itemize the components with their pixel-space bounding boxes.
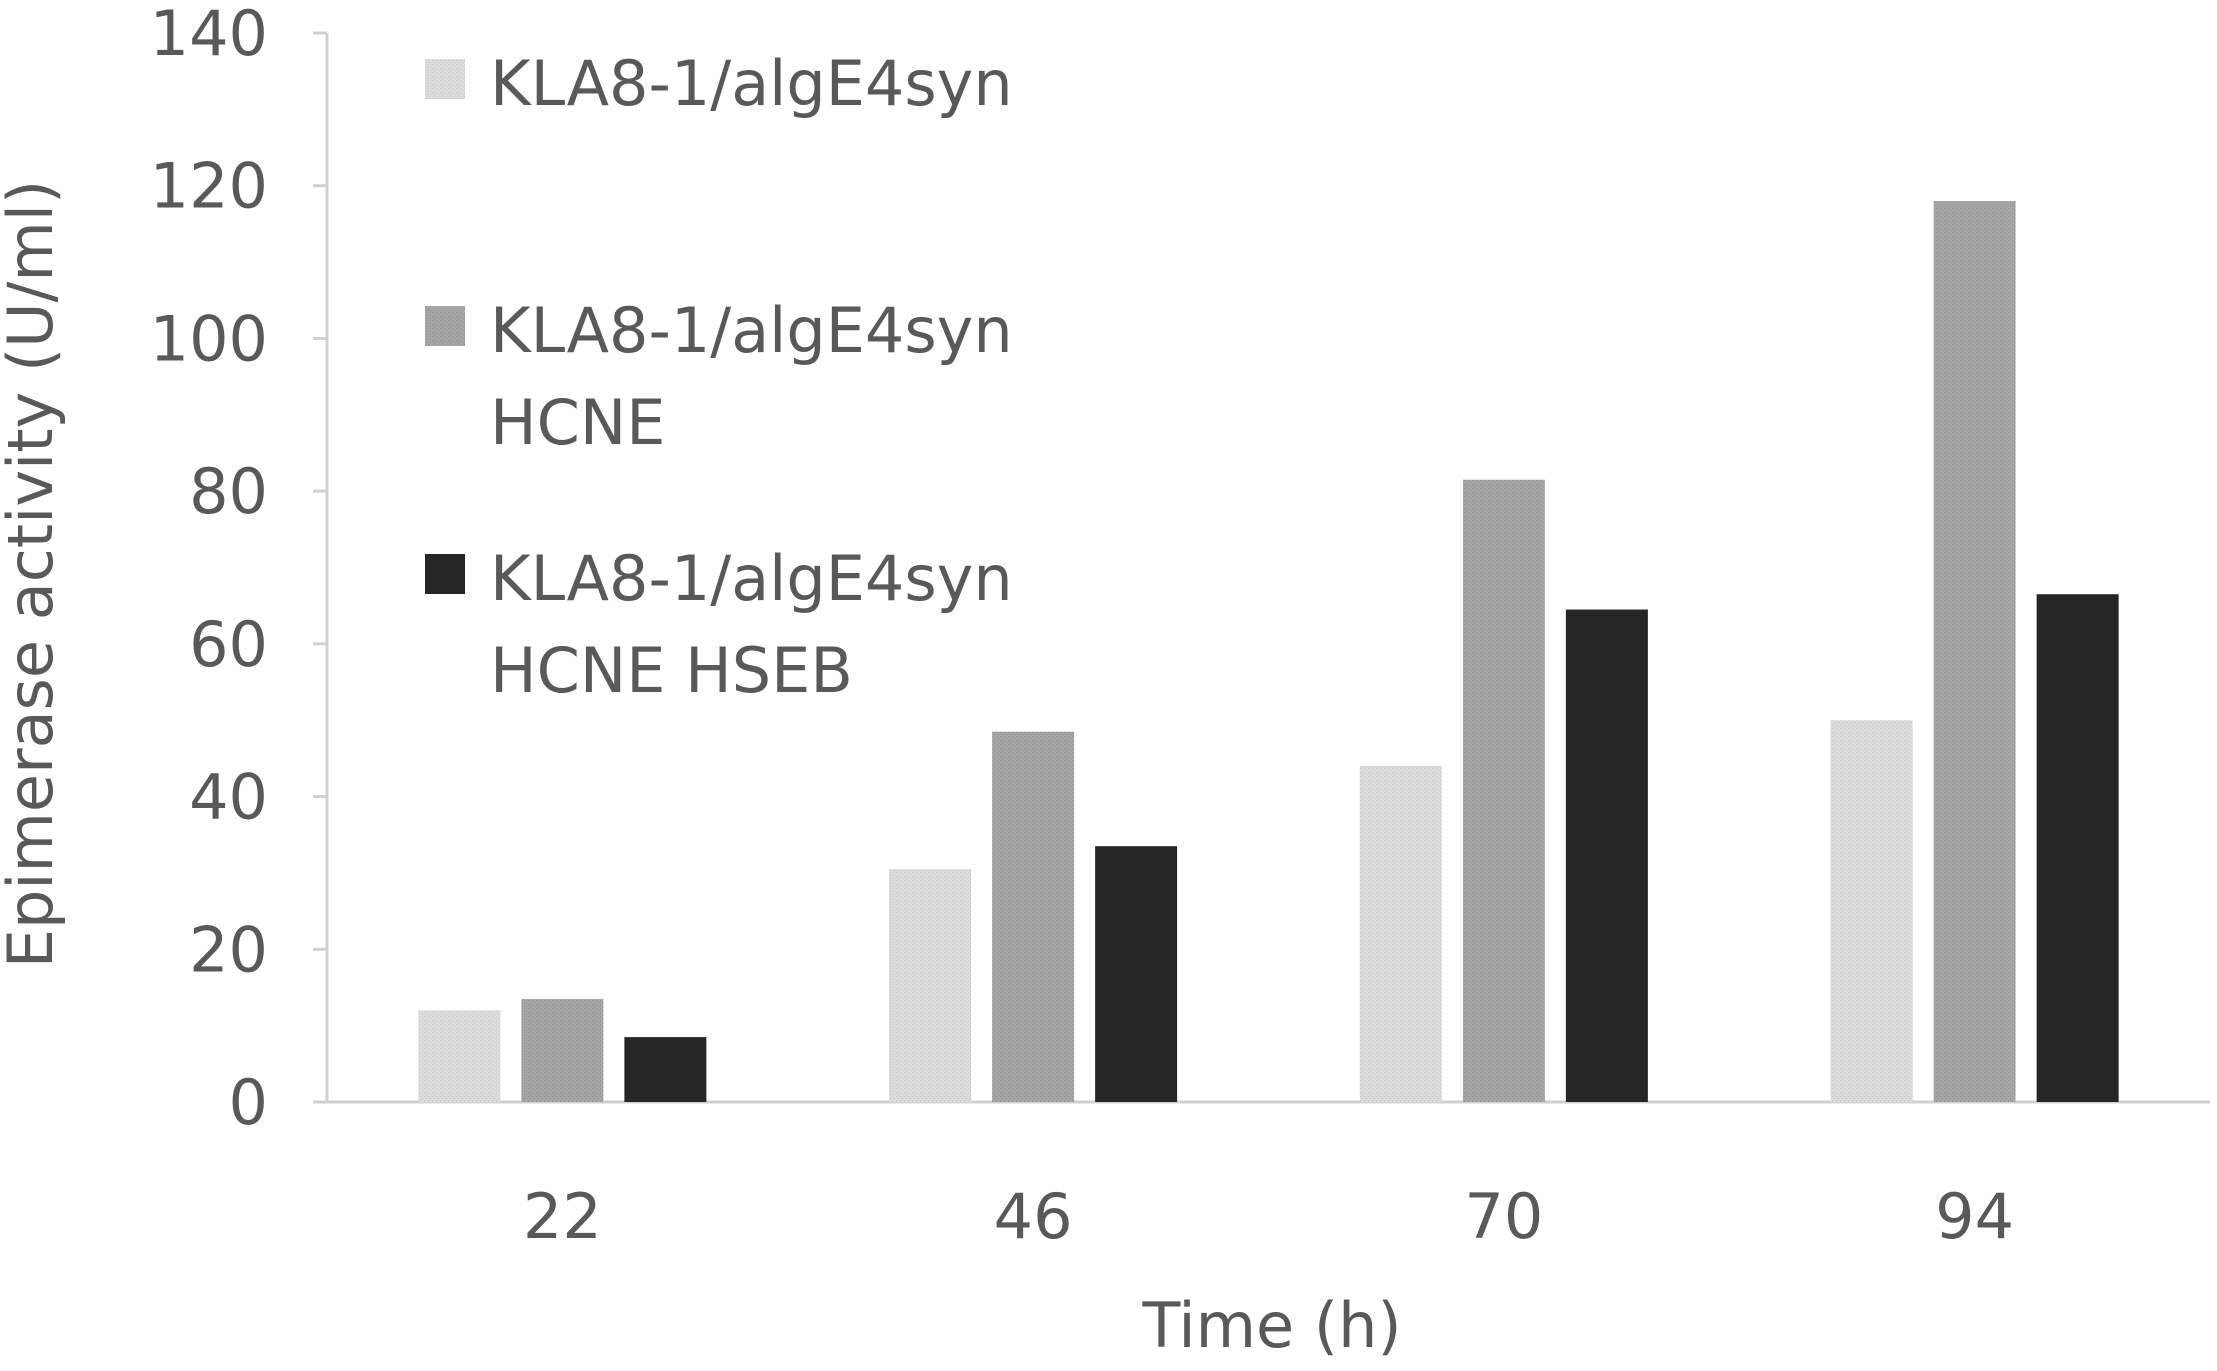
y-tick-label: 40 — [189, 761, 268, 834]
legend-label: KLA8-1/algE4syn — [490, 542, 1013, 615]
legend-swatch — [425, 554, 465, 594]
bar — [1830, 720, 1913, 1102]
legend-label: KLA8-1/algE4syn — [490, 294, 1013, 367]
bar — [1359, 766, 1442, 1102]
x-tick-label: 46 — [994, 1180, 1073, 1253]
y-tick-label: 100 — [150, 302, 268, 375]
legend-label: HCNE — [490, 386, 665, 459]
bar — [1933, 200, 2016, 1102]
bar — [418, 1010, 501, 1102]
bar — [1095, 846, 1178, 1102]
bar — [889, 869, 972, 1102]
legend: KLA8-1/algE4syn KLA8-1/algE4syn HCNE KLA8-1… — [425, 47, 1013, 707]
bars — [418, 200, 2119, 1102]
y-tick-label: 80 — [189, 455, 268, 528]
x-axis: 22 46 70 94 — [327, 1100, 2210, 1253]
x-tick-label: 22 — [523, 1180, 602, 1253]
y-tick-label: 0 — [229, 1066, 268, 1139]
legend-label: HCNE HSEB — [490, 634, 853, 707]
x-axis-title: Time (h) — [1141, 1289, 1401, 1362]
y-tick-label: 20 — [189, 913, 268, 986]
y-axis: 0 20 40 60 80 100 120 140 — [150, 0, 329, 1139]
bar — [2036, 594, 2119, 1102]
y-axis-title: Epimerase activity (U/ml) — [0, 180, 67, 968]
y-tick-label: 120 — [150, 150, 268, 223]
legend-swatch — [425, 306, 465, 346]
y-tick-label: 60 — [189, 608, 268, 681]
bar — [624, 1037, 707, 1102]
bar — [1462, 479, 1545, 1102]
legend-label: KLA8-1/algE4syn — [490, 47, 1013, 120]
bar — [521, 998, 604, 1102]
legend-swatch — [425, 59, 465, 99]
bar — [1565, 609, 1648, 1102]
y-tick-label: 140 — [150, 0, 268, 70]
x-tick-label: 70 — [1464, 1180, 1543, 1253]
bar — [992, 731, 1075, 1102]
x-tick-label: 94 — [1935, 1180, 2014, 1253]
